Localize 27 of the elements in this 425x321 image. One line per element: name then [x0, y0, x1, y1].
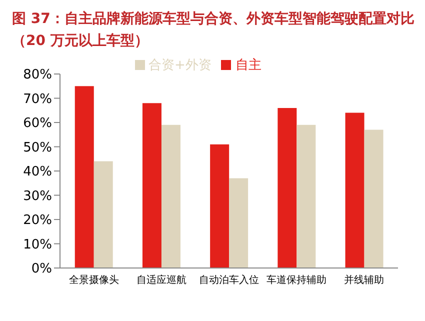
y-tick-label: 80%: [23, 68, 52, 83]
bar: [278, 108, 297, 268]
y-tick-label: 20%: [23, 213, 52, 228]
bar: [161, 124, 180, 268]
y-tick-label: 40%: [23, 164, 52, 180]
bar: [94, 161, 113, 268]
x-tick-label: 车道保持辅助: [266, 274, 327, 286]
y-tick-label: 50%: [23, 140, 52, 156]
y-tick-label: 60%: [23, 116, 52, 132]
x-tick-label: 全景摄像头: [68, 274, 119, 286]
x-tick-label: 自动泊车入位: [199, 274, 259, 286]
bar: [142, 103, 162, 268]
y-tick-label: 70%: [23, 92, 52, 107]
bar: [296, 124, 316, 268]
x-tick-label: 自适应巡航: [136, 274, 186, 286]
bar: [74, 86, 94, 268]
legend-label: 自主: [235, 58, 262, 73]
bar: [229, 178, 248, 268]
bar: [210, 144, 230, 268]
chart-title: 图 37：自主品牌新能源车型与合资、外资车型智能驾驶配置对比（20 万元以上车型）: [11, 10, 416, 51]
y-tick-label: 0%: [31, 262, 52, 277]
y-tick-label: 30%: [23, 188, 52, 204]
y-tick-label: 10%: [23, 237, 52, 252]
legend-label: 合资+外资: [148, 58, 212, 73]
bar: [364, 130, 384, 268]
x-tick-label: 并线辅助: [344, 274, 384, 286]
bar: [345, 112, 364, 268]
